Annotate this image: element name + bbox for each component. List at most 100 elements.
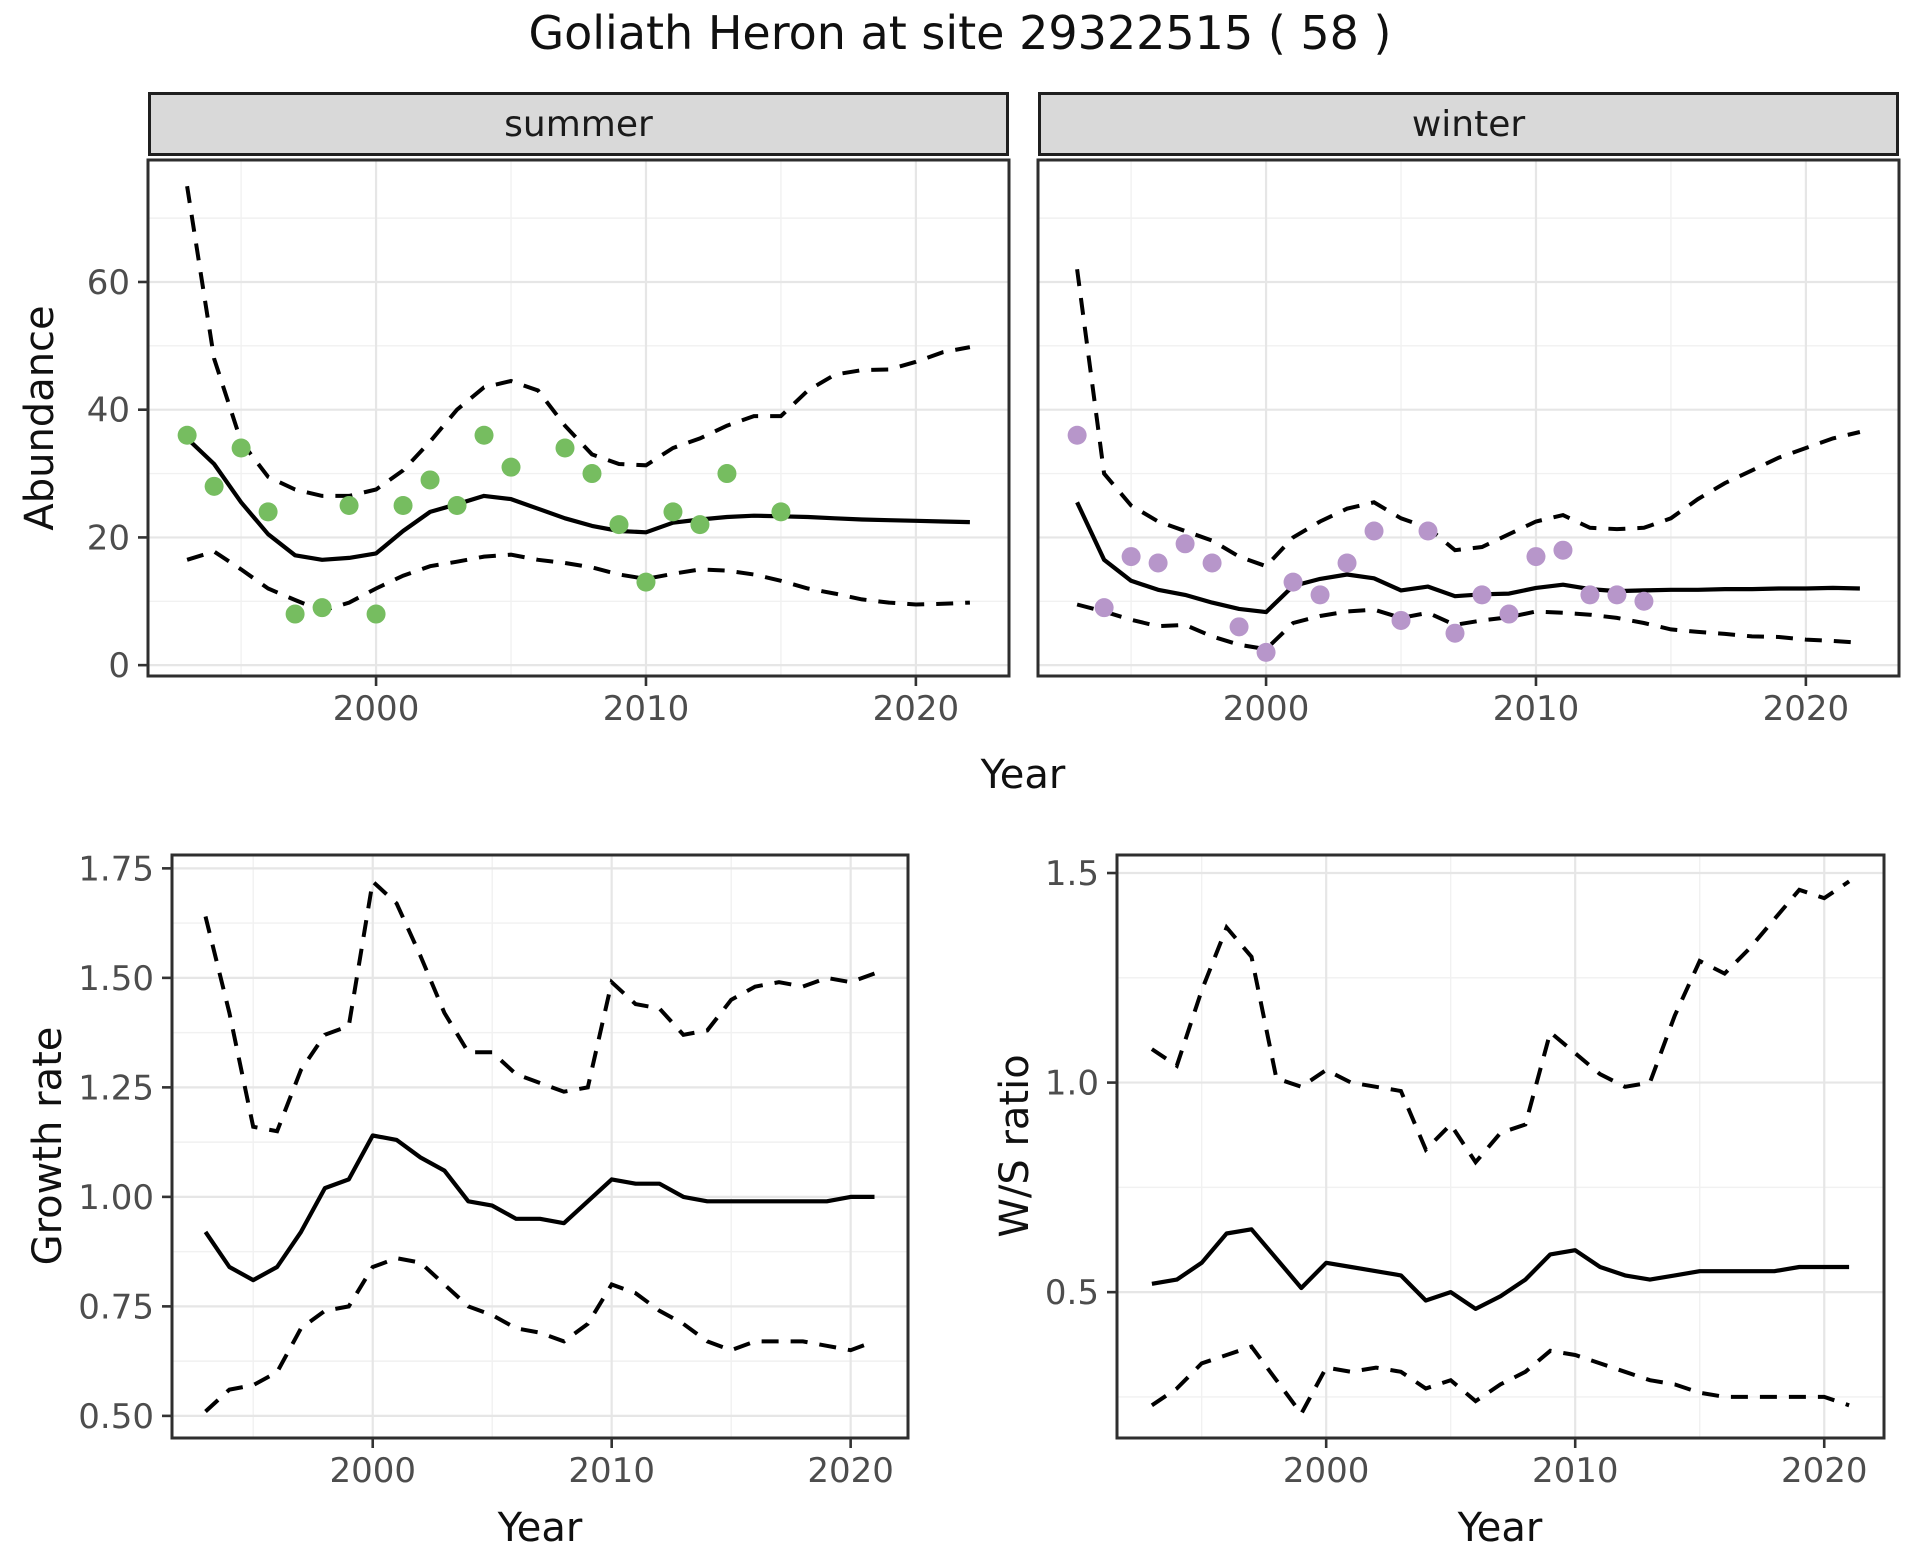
ws-ratio-fitted-line [1151, 1227, 1850, 1312]
growth-rate-panel-bg [172, 855, 908, 1438]
summer-y-tick-label: 40 [87, 391, 130, 431]
winter-obs-point [1553, 540, 1573, 560]
summer-panel-border [146, 158, 1011, 678]
winter-obs-point [1499, 604, 1519, 624]
winter-obs-point [1202, 553, 1222, 573]
winter-obs-point [1175, 534, 1195, 554]
x-axis-title-year-bottom-right: Year [1457, 1505, 1543, 1551]
growth-rate-panel-border [170, 853, 910, 1440]
summer-obs-point [663, 502, 683, 522]
growth-rate-y-tick-label: 1.75 [78, 849, 154, 889]
ws-ratio-y-tick-label: 1.5 [1045, 854, 1099, 894]
growth-rate-x-tick-label: 2000 [329, 1451, 416, 1491]
summer-obs-point [555, 438, 575, 458]
ws-ratio-lower-ci-line [1150, 1344, 1850, 1418]
growth-rate-x-tick-label: 2020 [807, 1451, 894, 1491]
growth-rate-upper-ci-line [203, 877, 876, 1134]
facet-strip-summer: summer [148, 92, 1009, 156]
facet-label-summer: summer [504, 103, 653, 145]
winter-obs-point [1094, 598, 1114, 618]
y-axis-title-ws-ratio: W/S ratio [992, 1054, 1038, 1238]
summer-obs-point [393, 495, 413, 515]
facet-strip-winter: winter [1038, 92, 1899, 156]
summer-obs-point [717, 464, 737, 484]
summer-x-tick-label: 2010 [603, 689, 690, 729]
growth-rate-y-tick-label: 1.25 [78, 1068, 154, 1108]
summer-obs-point [285, 604, 305, 624]
winter-obs-point [1634, 591, 1654, 611]
summer-obs-point [231, 438, 251, 458]
summer-obs-point [771, 502, 791, 522]
ws-ratio-upper-ci-line [1150, 879, 1851, 1166]
summer-obs-point [447, 495, 467, 515]
summer-fitted-line [185, 436, 970, 562]
growth-rate-y-tick-label: 0.75 [78, 1287, 154, 1327]
growth-rate-y-tick-label: 1.50 [78, 959, 154, 999]
summer-obs-point [339, 495, 359, 515]
summer-obs-point [366, 604, 386, 624]
x-axis-title-year-bottom-left: Year [497, 1505, 583, 1551]
summer-obs-point [204, 476, 224, 496]
growth-rate-x-tick-label: 2010 [568, 1451, 655, 1491]
winter-x-tick-label: 2010 [1493, 689, 1580, 729]
winter-x-tick-label: 2020 [1763, 689, 1850, 729]
summer-obs-point [690, 515, 710, 535]
winter-panel-bg [1038, 160, 1899, 676]
summer-x-tick-label: 2020 [873, 689, 960, 729]
y-axis-title-abundance: Abundance [17, 305, 63, 531]
summer-obs-point [474, 425, 494, 445]
winter-obs-point [1472, 585, 1492, 605]
growth-rate-y-tick-label: 1.00 [78, 1178, 154, 1218]
summer-obs-point [609, 515, 629, 535]
winter-obs-point [1229, 617, 1249, 637]
winter-lower-ci-line [1076, 602, 1861, 652]
ws-ratio-x-tick-label: 2010 [1532, 1451, 1619, 1491]
ws-ratio-panel-border [1115, 853, 1886, 1440]
summer-obs-point [177, 425, 197, 445]
summer-y-tick-label: 60 [87, 263, 130, 303]
winter-obs-point [1418, 521, 1438, 541]
winter-upper-ci-line [1075, 268, 1861, 569]
winter-obs-point [1580, 585, 1600, 605]
growth-rate-lower-ci-line [204, 1256, 876, 1413]
ws-ratio-panel-bg [1117, 855, 1884, 1438]
summer-y-tick-label: 0 [108, 646, 130, 686]
ws-ratio-x-tick-label: 2000 [1283, 1451, 1370, 1491]
plot-title: Goliath Heron at site 29322515 ( 58 ) [528, 6, 1392, 60]
ws-ratio-y-tick-label: 1.0 [1045, 1064, 1099, 1104]
summer-obs-point [312, 598, 332, 618]
winter-obs-point [1148, 553, 1168, 573]
winter-obs-point [1445, 623, 1465, 643]
winter-obs-point [1256, 642, 1276, 662]
growth-rate-fitted-line [203, 1133, 875, 1283]
winter-obs-point [1526, 547, 1546, 567]
winter-obs-point [1364, 521, 1384, 541]
ws-ratio-x-tick-label: 2020 [1781, 1451, 1868, 1491]
winter-x-tick-label: 2000 [1223, 689, 1310, 729]
winter-obs-point [1121, 547, 1141, 567]
ws-ratio-y-tick-label: 0.5 [1045, 1273, 1099, 1313]
winter-obs-point [1391, 610, 1411, 630]
summer-obs-point [582, 464, 602, 484]
winter-obs-point [1310, 585, 1330, 605]
winter-obs-point [1607, 585, 1627, 605]
winter-obs-point [1067, 425, 1087, 445]
summer-obs-point [258, 502, 278, 522]
growth-rate-y-tick-label: 0.50 [78, 1397, 154, 1437]
winter-panel-border [1036, 158, 1901, 678]
x-axis-title-year-top: Year [980, 752, 1066, 798]
summer-panel-bg [148, 160, 1009, 676]
summer-x-tick-label: 2000 [333, 689, 420, 729]
summer-y-tick-label: 20 [87, 518, 130, 558]
winter-fitted-line [1075, 501, 1860, 615]
summer-upper-ci-line [185, 185, 971, 498]
winter-obs-point [1337, 553, 1357, 573]
y-axis-title-growth-rate: Growth rate [25, 1026, 71, 1266]
facet-label-winter: winter [1411, 103, 1526, 145]
summer-obs-point [420, 470, 440, 490]
winter-obs-point [1283, 572, 1303, 592]
summer-obs-point [501, 457, 521, 477]
summer-obs-point [636, 572, 656, 592]
